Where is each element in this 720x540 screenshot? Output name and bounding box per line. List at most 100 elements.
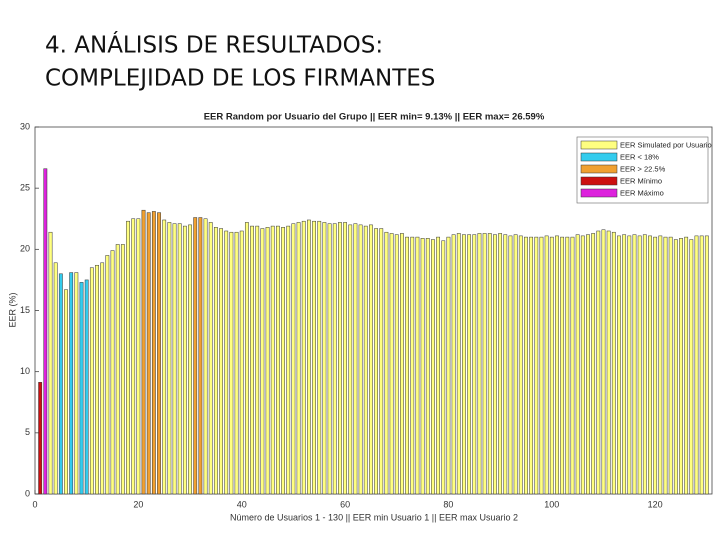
bar xyxy=(198,217,203,495)
bar xyxy=(322,222,327,495)
legend-label: EER > 22.5% xyxy=(620,164,666,173)
bar xyxy=(224,230,229,495)
y-tick-label: 5 xyxy=(25,427,30,437)
y-tick-label: 0 xyxy=(25,488,30,498)
bar xyxy=(415,236,420,495)
bar xyxy=(425,238,430,495)
y-tick-label: 25 xyxy=(20,183,30,193)
bar xyxy=(632,234,637,495)
bar xyxy=(110,250,115,495)
bar xyxy=(157,212,161,495)
bar xyxy=(622,234,627,495)
bar xyxy=(281,227,285,495)
bar xyxy=(668,236,673,495)
bar xyxy=(565,236,570,495)
bar xyxy=(400,233,404,495)
bar xyxy=(343,222,347,495)
bar xyxy=(642,234,647,495)
bar xyxy=(513,234,518,495)
bar xyxy=(234,231,239,495)
bar xyxy=(131,218,136,495)
bar xyxy=(529,236,534,495)
bar xyxy=(151,211,156,495)
x-axis-label: Número de Usuarios 1 - 130 || EER min Us… xyxy=(230,512,518,522)
bar xyxy=(317,220,322,495)
bar xyxy=(472,234,477,495)
slide-title-line: COMPLEJIDAD DE LOS FIRMANTES xyxy=(45,66,435,92)
bar xyxy=(451,234,456,495)
bar xyxy=(188,224,192,495)
bar xyxy=(239,230,244,495)
bar xyxy=(446,236,451,495)
bar xyxy=(255,225,260,495)
bar xyxy=(518,235,523,495)
bar xyxy=(177,223,182,495)
bar xyxy=(115,244,120,495)
bar xyxy=(213,227,218,495)
legend-swatch xyxy=(580,140,618,150)
bar xyxy=(456,233,461,495)
x-tick-label: 60 xyxy=(340,499,350,509)
bar xyxy=(617,235,621,495)
bar xyxy=(405,236,409,495)
bar xyxy=(363,225,368,495)
bar xyxy=(596,230,601,495)
bar xyxy=(105,255,110,495)
bar xyxy=(58,273,63,495)
bar xyxy=(306,219,311,495)
bar xyxy=(487,233,492,495)
bar xyxy=(265,227,270,495)
bar xyxy=(436,236,441,495)
bar xyxy=(369,224,373,495)
bar xyxy=(244,222,249,495)
x-tick-label: 20 xyxy=(133,499,143,509)
bar xyxy=(694,235,699,495)
bar xyxy=(503,234,508,495)
bar xyxy=(394,234,399,495)
bar xyxy=(64,289,68,495)
bar xyxy=(95,264,99,495)
bar xyxy=(555,235,559,495)
bar xyxy=(431,239,435,495)
bar xyxy=(53,262,58,495)
bar xyxy=(353,223,358,495)
bar xyxy=(79,282,84,495)
bar xyxy=(627,235,632,495)
bar xyxy=(570,236,575,495)
bar xyxy=(48,231,53,495)
bar xyxy=(462,234,466,495)
legend-swatch xyxy=(580,164,618,174)
bar xyxy=(560,236,565,495)
bar xyxy=(544,235,549,495)
chart-title: EER Random por Usuario del Grupo || EER … xyxy=(204,112,545,123)
bar xyxy=(126,220,130,495)
bar xyxy=(606,230,611,495)
x-tick-label: 80 xyxy=(443,499,453,509)
legend-swatch xyxy=(580,152,618,162)
bar xyxy=(508,235,513,495)
y-tick-label: 10 xyxy=(20,366,30,376)
x-tick-label: 100 xyxy=(544,499,559,509)
bar xyxy=(296,222,301,495)
bar xyxy=(146,212,151,495)
bar xyxy=(43,168,48,495)
bar xyxy=(38,382,43,495)
legend-swatch xyxy=(580,176,618,186)
bar xyxy=(374,228,378,495)
bar xyxy=(524,236,528,495)
bar xyxy=(291,223,296,495)
bar xyxy=(586,234,590,495)
bar xyxy=(100,262,105,495)
legend-label: EER Simulated por Usuario xyxy=(620,140,712,149)
bar xyxy=(498,233,503,495)
bar xyxy=(219,228,223,495)
bar xyxy=(549,236,554,495)
bar xyxy=(141,209,146,495)
bar xyxy=(270,225,275,495)
bar xyxy=(699,235,704,495)
bar xyxy=(591,233,596,495)
bar xyxy=(84,279,89,495)
bar xyxy=(389,233,394,495)
